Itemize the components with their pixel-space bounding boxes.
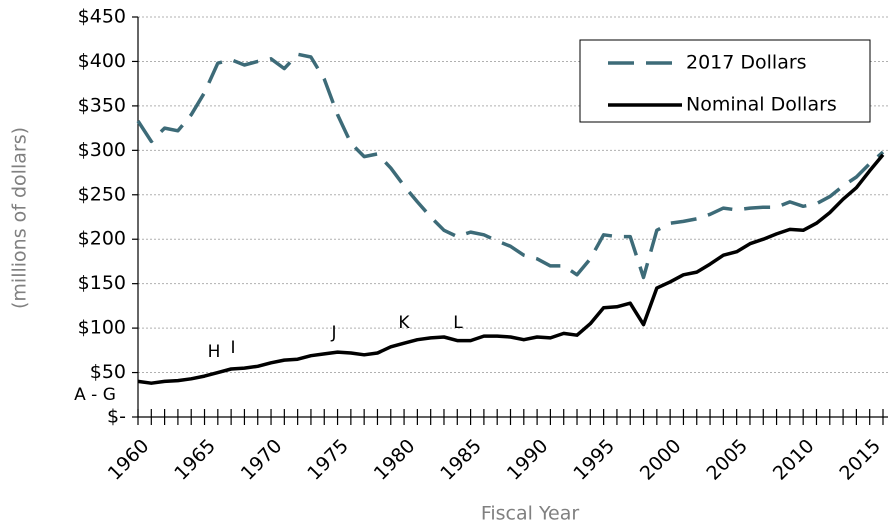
- annotation: L: [453, 313, 463, 333]
- x-tick-label: 2015: [835, 435, 885, 485]
- x-tick-label: 1985: [436, 435, 486, 485]
- legend-label: Nominal Dollars: [686, 94, 837, 116]
- x-tick-label: 1995: [569, 435, 619, 485]
- line-series: [137, 153, 885, 385]
- y-tick-label: $100: [78, 317, 126, 339]
- x-tick-label: 2010: [769, 435, 819, 485]
- x-tick-label: 1990: [503, 435, 553, 485]
- x-tick-label: 1975: [303, 435, 353, 485]
- annotation: H: [208, 342, 221, 362]
- y-tick-label: $250: [78, 183, 126, 205]
- y-tick-label: $200: [78, 228, 126, 250]
- y-tick-label: $450: [78, 6, 126, 28]
- x-tick-label: 1960: [104, 435, 154, 485]
- y-tick-label: $350: [78, 94, 126, 116]
- y-tick-label: $-: [107, 406, 126, 428]
- y-tick-label: $50: [90, 361, 126, 383]
- y-tick-label: $400: [78, 50, 126, 72]
- y-tick-label: $150: [78, 272, 126, 294]
- x-tick-label: 2000: [636, 435, 686, 485]
- legend: 2017 Dollars Nominal Dollars: [579, 39, 871, 123]
- annotation: J: [330, 323, 336, 343]
- annotation: I: [230, 338, 235, 358]
- x-tick-label: 1980: [370, 435, 420, 485]
- annotation: A - G: [74, 385, 116, 405]
- x-axis-label: Fiscal Year: [481, 503, 580, 525]
- x-tick-label: 1965: [170, 435, 220, 485]
- annotation: K: [398, 313, 410, 333]
- x-tick-label: 1970: [237, 435, 287, 485]
- y-tick-label: $300: [78, 139, 126, 161]
- legend-box: [579, 39, 871, 123]
- legend-label: 2017 Dollars: [686, 52, 807, 74]
- x-tick-label: 2005: [702, 435, 752, 485]
- y-axis-label: (millions of dollars): [9, 127, 31, 309]
- line-series: [136, 52, 885, 280]
